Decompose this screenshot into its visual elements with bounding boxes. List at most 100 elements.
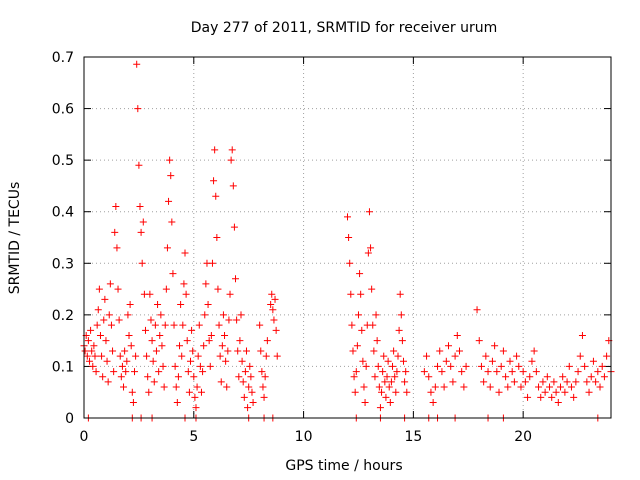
data-point [480,378,488,386]
data-point [256,321,264,329]
data-point [117,373,125,381]
data-point [246,362,254,370]
data-point [578,331,586,339]
data-point [178,352,186,360]
data-point [233,316,241,324]
y-tick-label: 0.3 [52,256,74,272]
data-point [165,197,173,205]
data-point [262,352,270,360]
data-point [260,393,268,401]
data-point [567,383,575,391]
data-point [107,321,115,329]
axis-ticks: 0 0.1 0.2 0.3 0.4 0.5 0.6 0.7 0 5 10 15 20 [52,50,611,445]
data-point [376,404,384,412]
data-point [455,347,463,355]
data-point [436,347,444,355]
data-point [81,347,89,355]
x-tick-label: 20 [514,429,532,445]
data-point [84,337,92,345]
data-point [115,316,123,324]
data-point [128,388,136,396]
data-point [349,347,357,355]
data-point [170,321,178,329]
data-point [374,362,382,370]
data-point [168,218,176,226]
data-point [543,373,551,381]
data-point [258,368,266,376]
data-point [361,399,369,407]
data-point [159,362,167,370]
data-point [484,368,492,376]
data-point [574,368,582,376]
data-point [106,280,114,288]
data-point [546,383,554,391]
data-point [172,383,180,391]
data-point [241,368,249,376]
data-point [356,270,364,278]
data-point [186,357,194,365]
data-point [359,357,367,365]
data-point [174,373,182,381]
data-point [160,383,168,391]
data-point [152,347,160,355]
data-point [91,352,99,360]
data-point [360,383,368,391]
data-point [381,378,389,386]
data-point [460,383,468,391]
data-point [181,249,189,257]
data-point [382,393,390,401]
data-point [201,311,209,319]
data-point [214,285,222,293]
chart-title: Day 277 of 2011, SRMTID for receiver uru… [191,20,498,36]
data-point [396,290,404,298]
data-point [449,378,457,386]
data-point [530,347,538,355]
data-point [524,393,532,401]
data-point [247,373,255,381]
data-point [238,357,246,365]
data-point [154,301,162,309]
data-point [155,368,163,376]
data-point [131,368,139,376]
data-point [268,290,276,298]
y-tick-label: 0.2 [52,308,74,324]
data-point [171,362,179,370]
data-point [90,342,98,350]
data-point [598,362,606,370]
data-point [497,362,505,370]
data-point [482,352,490,360]
data-point [239,378,247,386]
data-point [110,368,118,376]
data-point [369,321,377,329]
data-point [357,290,365,298]
data-point [163,244,171,252]
data-point [550,378,558,386]
data-point [218,342,226,350]
data-point [217,378,225,386]
data-point [204,301,212,309]
data-point [270,316,278,324]
data-point [127,342,135,350]
data-point [235,373,243,381]
data-point [541,388,549,396]
data-point [229,182,237,190]
data-point [394,352,402,360]
data-point [89,362,97,370]
data-point [184,368,192,376]
data-point [559,373,567,381]
data-point [263,337,271,345]
data-point [398,337,406,345]
x-axis-label: GPS time / hours [285,458,402,474]
data-point [589,357,597,365]
data-point [565,362,573,370]
data-point [561,388,569,396]
data-point [486,383,494,391]
data-point [219,311,227,319]
data-point [240,393,248,401]
data-point [539,378,547,386]
data-point [93,321,101,329]
data-point [121,347,129,355]
data-point [259,383,267,391]
data-point [371,373,379,381]
data-point [537,393,545,401]
